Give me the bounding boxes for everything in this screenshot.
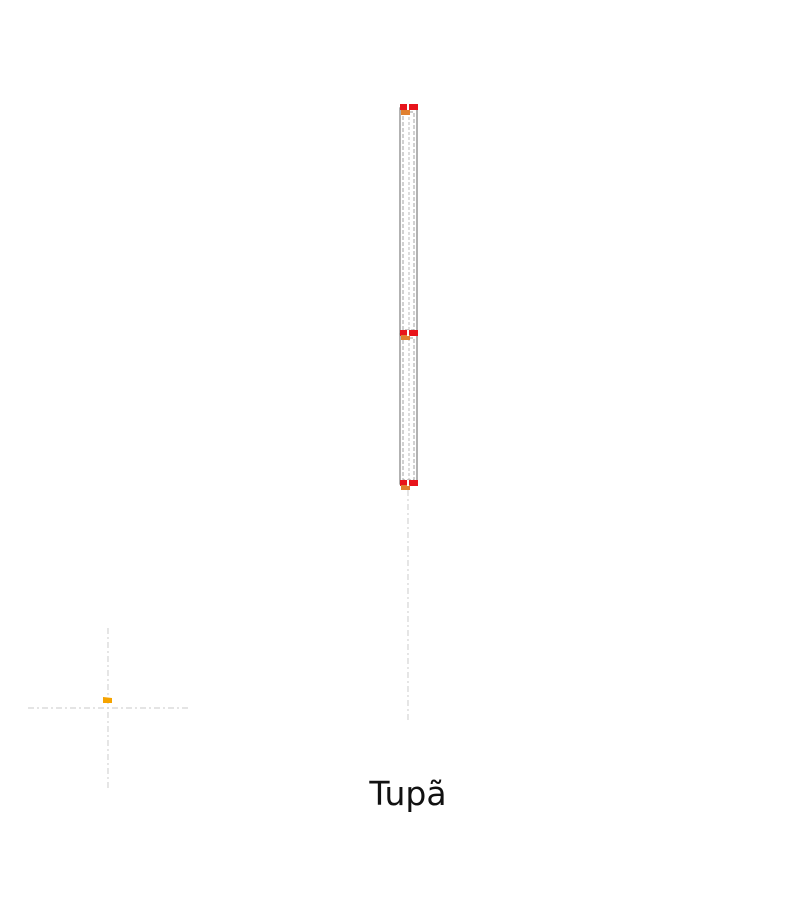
lower-segment-inner (402, 337, 415, 481)
origin-crosshair (28, 628, 188, 788)
origin-marker (103, 697, 112, 703)
bottom-marker (400, 480, 418, 490)
vertical-stack (399, 104, 418, 490)
middle-marker (400, 330, 418, 340)
top-marker (400, 104, 418, 115)
diagram-caption: Tupã (369, 774, 447, 813)
upper-segment-inner (402, 111, 415, 331)
